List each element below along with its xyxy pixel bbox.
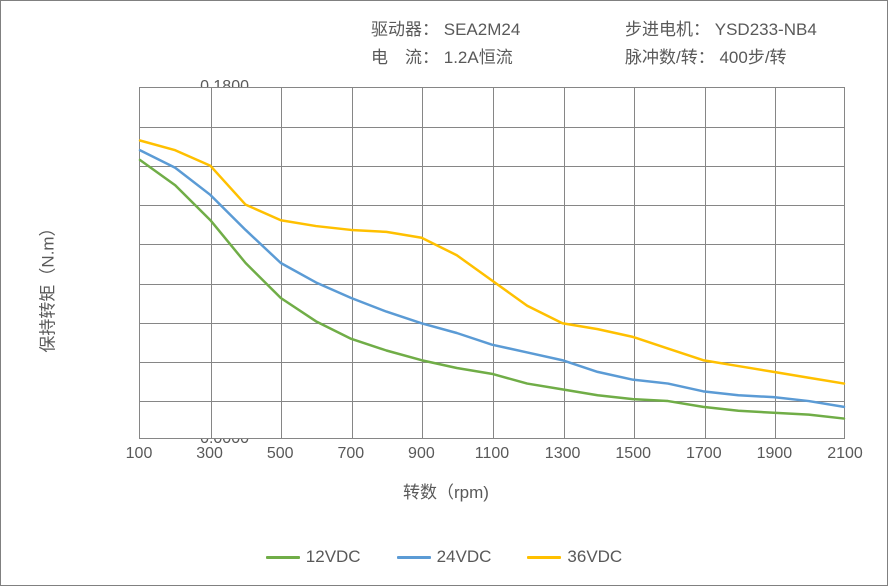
legend-swatch bbox=[397, 556, 431, 559]
legend-label: 36VDC bbox=[567, 547, 622, 566]
series-12VDC bbox=[140, 160, 844, 419]
chart-area: 保持转矩（N.m） 0.00000.02000.04000.06000.0800… bbox=[31, 81, 861, 511]
current-label: 电 流： bbox=[371, 43, 439, 68]
x-tick: 1500 bbox=[615, 445, 651, 463]
legend: 12VDC 24VDC 36VDC bbox=[1, 547, 887, 567]
x-tick: 900 bbox=[408, 445, 435, 463]
x-tick: 500 bbox=[267, 445, 294, 463]
x-tick: 1900 bbox=[757, 445, 793, 463]
x-tick: 1100 bbox=[475, 445, 509, 463]
motor-label: 步进电机： bbox=[625, 15, 710, 40]
x-tick: 1300 bbox=[545, 445, 581, 463]
x-tick: 100 bbox=[126, 445, 153, 463]
legend-item: 24VDC bbox=[397, 547, 492, 567]
x-tick: 2100 bbox=[827, 445, 863, 463]
series-24VDC bbox=[140, 150, 844, 407]
pulse-value: 400步/转 bbox=[719, 43, 786, 68]
driver-label: 驱动器： bbox=[371, 15, 439, 40]
driver-value: SEA2M24 bbox=[444, 20, 521, 40]
plot-area bbox=[139, 87, 845, 439]
x-tick: 300 bbox=[196, 445, 223, 463]
legend-item: 12VDC bbox=[266, 547, 361, 567]
motor-value: YSD233-NB4 bbox=[715, 20, 817, 40]
line-series bbox=[140, 88, 844, 438]
x-axis-label: 转数（rpm) bbox=[31, 478, 861, 503]
legend-label: 24VDC bbox=[437, 547, 492, 566]
current-value: 1.2A恒流 bbox=[444, 43, 513, 68]
pulse-label: 脉冲数/转： bbox=[625, 43, 715, 68]
legend-swatch bbox=[527, 556, 561, 559]
y-axis-label-wrap: 保持转矩（N.m） bbox=[31, 81, 61, 511]
legend-swatch bbox=[266, 556, 300, 559]
y-axis-label: 保持转矩（N.m） bbox=[34, 219, 59, 352]
x-tick: 700 bbox=[337, 445, 364, 463]
legend-item: 36VDC bbox=[527, 547, 622, 567]
legend-label: 12VDC bbox=[306, 547, 361, 566]
x-tick: 1700 bbox=[686, 445, 722, 463]
